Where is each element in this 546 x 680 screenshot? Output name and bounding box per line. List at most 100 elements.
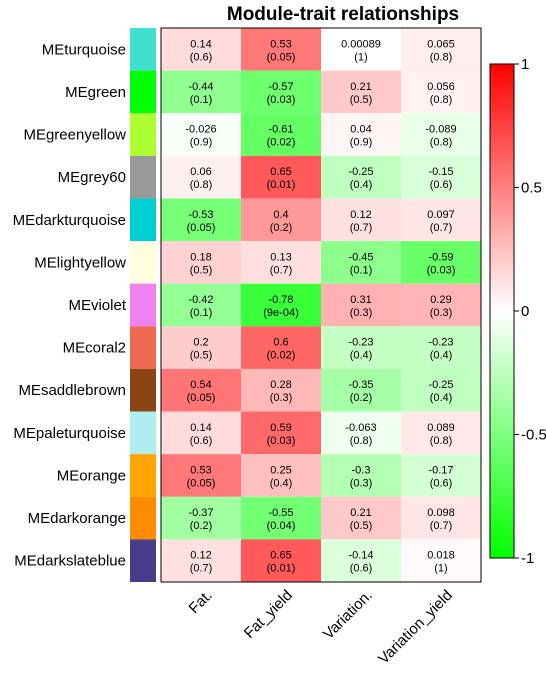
cell-correlation: 0.12 (350, 209, 371, 221)
cell-pvalue: (0.2) (270, 222, 293, 234)
module-color-swatch (130, 155, 156, 199)
cell-pvalue: (0.3) (350, 477, 373, 489)
heatmap-cell (161, 283, 241, 327)
cell-pvalue: (0.01) (267, 179, 296, 191)
heatmap-cell (241, 241, 321, 284)
row-label: MEgreen (65, 84, 126, 101)
cell-correlation: 0.089 (427, 422, 455, 434)
row-label: MEgreenyellow (23, 127, 126, 144)
cell-correlation: 0.097 (427, 209, 455, 221)
row-label: MElightyellow (34, 254, 126, 271)
cell-pvalue: (1) (354, 51, 367, 63)
heatmap-cell (241, 113, 321, 156)
colorbar-tick-label: 1 (521, 56, 529, 73)
cell-correlation: 0.4 (273, 209, 288, 221)
cell-correlation: -0.57 (268, 81, 293, 93)
heatmap-cell (161, 411, 241, 455)
cell-pvalue: (0.4) (270, 477, 293, 489)
colorbar-tick-label: 0 (521, 303, 529, 320)
cell-pvalue: (0.5) (190, 264, 213, 276)
heatmap-cell (161, 326, 241, 369)
cell-correlation: 0.21 (350, 507, 371, 519)
cell-pvalue: (0.03) (267, 94, 296, 106)
heatmap-cell (161, 28, 241, 71)
heatmap-cell (321, 70, 401, 114)
cell-correlation: 0.54 (190, 379, 211, 391)
heatmap-cell (401, 198, 481, 242)
heatmap-cell (321, 155, 401, 199)
heatmap-cell (161, 539, 241, 582)
row-label: MEdarkslateblue (14, 553, 126, 570)
heatmap-cell (401, 241, 481, 284)
cell-correlation: 0.28 (270, 379, 291, 391)
cell-correlation: 0.2 (193, 337, 208, 349)
cell-correlation: 0.6 (273, 337, 288, 349)
heatmap-cell (401, 70, 481, 114)
cell-pvalue: (0.1) (190, 307, 213, 319)
cell-correlation: 0.53 (190, 464, 211, 476)
cell-pvalue: (0.01) (267, 563, 296, 575)
heatmap-cell (161, 368, 241, 412)
cell-correlation: -0.45 (348, 251, 373, 263)
heatmap-cell (241, 70, 321, 114)
chart-title: Module-trait relationships (227, 4, 459, 25)
cell-correlation: 0.59 (270, 422, 291, 434)
cell-pvalue: (0.1) (190, 94, 213, 106)
cell-correlation: -0.78 (268, 294, 293, 306)
heatmap-border (160, 27, 482, 583)
cell-correlation: -0.15 (428, 166, 453, 178)
module-color-swatch (130, 411, 156, 455)
heatmap-cell (241, 411, 321, 455)
cell-correlation: -0.55 (268, 507, 293, 519)
cell-correlation: -0.17 (428, 464, 453, 476)
cell-correlation: 0.53 (270, 38, 291, 50)
column-label: Variation. (320, 587, 376, 643)
column-label: Fat_yield (241, 587, 296, 642)
cell-pvalue: (0.7) (350, 222, 373, 234)
cell-pvalue: (0.8) (430, 94, 453, 106)
cell-correlation: -0.063 (345, 422, 376, 434)
module-color-swatch (130, 496, 156, 540)
cell-pvalue: (0.02) (267, 350, 296, 362)
column-label: Fat. (186, 587, 216, 617)
row-label: MEcoral2 (63, 340, 126, 357)
cell-pvalue: (0.8) (350, 435, 373, 447)
colorbar-tick-label: -0.5 (521, 427, 546, 444)
cell-correlation: -0.23 (348, 337, 373, 349)
heatmap-cell (241, 28, 321, 71)
heatmap-cell (401, 28, 481, 71)
cell-pvalue: (0.2) (350, 392, 373, 404)
module-color-swatch (130, 28, 156, 71)
heatmap-cell (401, 368, 481, 412)
cell-correlation: -0.23 (428, 337, 453, 349)
row-label: MEgrey60 (58, 169, 126, 186)
cell-pvalue: (0.3) (350, 307, 373, 319)
cell-pvalue: (0.5) (350, 94, 373, 106)
cell-pvalue: (0.6) (350, 563, 373, 575)
cell-correlation: 0.065 (427, 38, 455, 50)
cell-correlation: 0.00089 (341, 38, 381, 50)
cell-correlation: 0.25 (270, 464, 291, 476)
heatmap-cell (161, 113, 241, 156)
cell-correlation: 0.65 (270, 166, 291, 178)
cell-pvalue: (0.6) (190, 435, 213, 447)
heatmap-cell (401, 113, 481, 156)
heatmap-cell (241, 496, 321, 540)
heatmap-cell (241, 454, 321, 497)
cell-correlation: 0.12 (190, 550, 211, 562)
cell-correlation: 0.18 (190, 251, 211, 263)
heatmap-cell (401, 155, 481, 199)
cell-pvalue: (0.4) (350, 350, 373, 362)
heatmap-cell (321, 283, 401, 327)
heatmap-cell (241, 155, 321, 199)
module-color-swatch (130, 539, 156, 582)
colorbar (489, 63, 515, 559)
row-label: MEorange (57, 467, 126, 484)
heatmap-cell (321, 113, 401, 156)
row-label: MEsaddlebrown (18, 382, 126, 399)
colorbar-tick-label: -1 (521, 550, 534, 567)
heatmap-cell (161, 454, 241, 497)
heatmap-cell (321, 411, 401, 455)
cell-pvalue: (0.4) (350, 179, 373, 191)
